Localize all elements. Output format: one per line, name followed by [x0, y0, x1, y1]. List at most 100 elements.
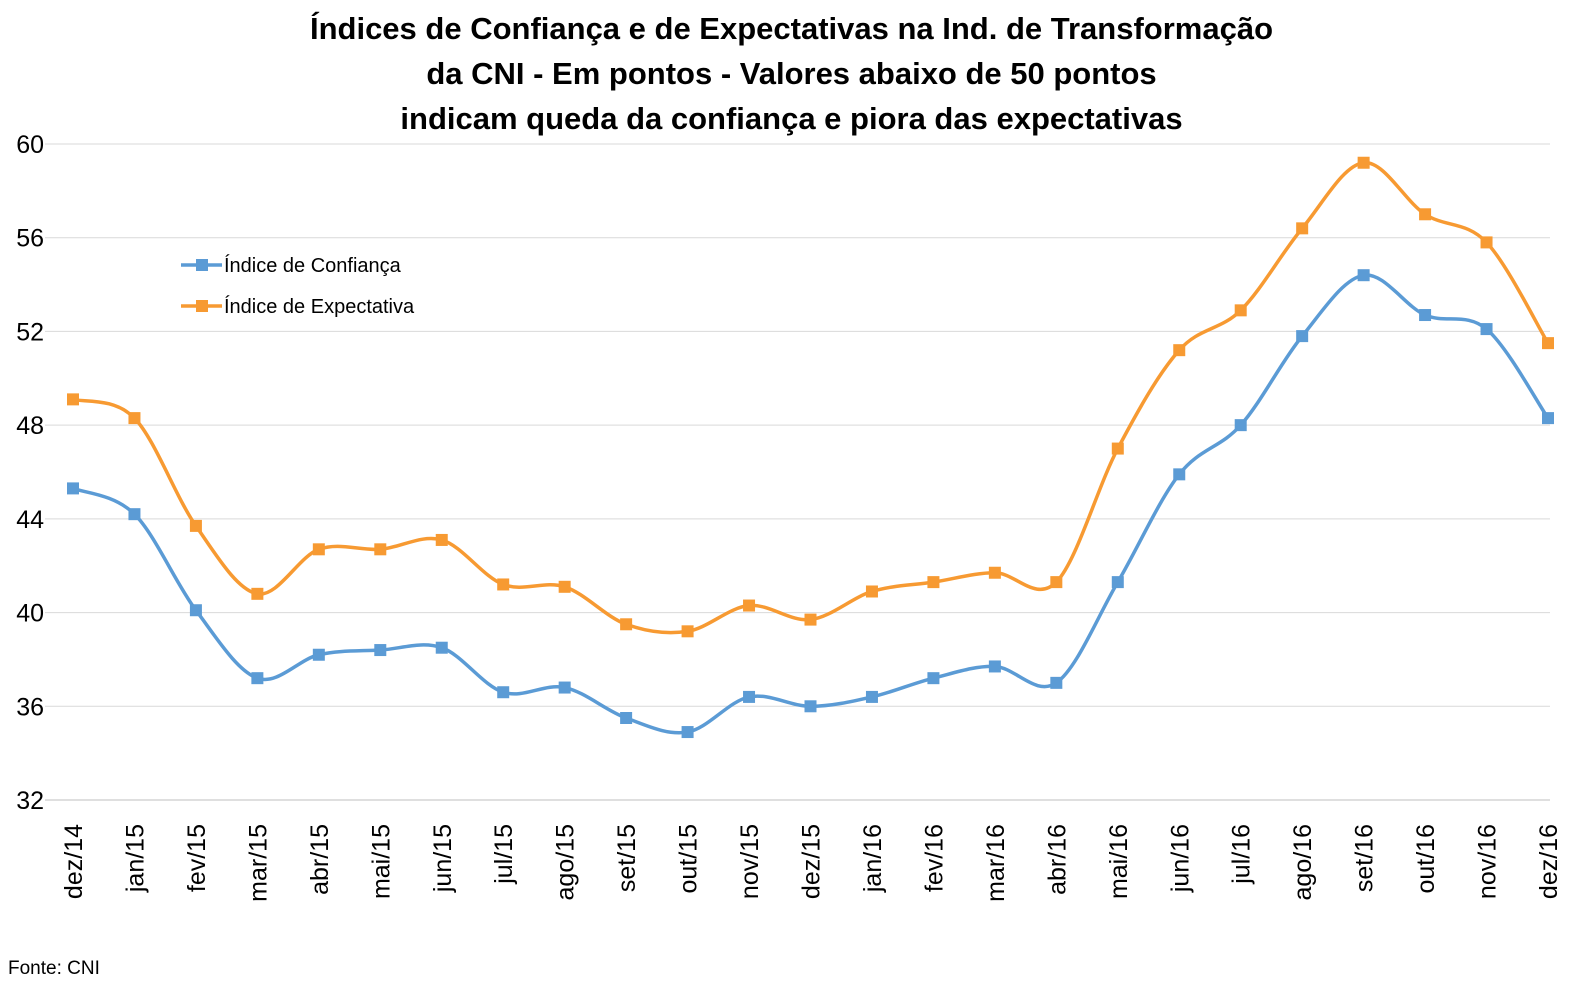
data-point-1 — [1111, 442, 1124, 455]
line-chart: 32 36 40 44 48 52 56 60 dez/14 jan/15 fev/15 mar/1… — [16, 131, 1563, 902]
x-tick-label: jan/15 — [121, 824, 149, 893]
series-lines — [72, 160, 1550, 735]
data-point-1 — [1480, 236, 1493, 249]
data-point-1 — [312, 543, 325, 556]
data-point-0 — [1050, 676, 1063, 689]
data-point-1 — [435, 533, 448, 546]
data-point-0 — [1234, 419, 1247, 432]
x-tick-label: set/15 — [613, 824, 641, 892]
x-tick-label: fev/16 — [920, 824, 948, 892]
x-tick-label: dez/15 — [798, 824, 826, 899]
data-point-0 — [374, 644, 387, 657]
data-point-0 — [189, 604, 202, 617]
x-tick-label: mar/15 — [244, 824, 272, 902]
data-point-1 — [988, 566, 1001, 579]
data-point-1 — [374, 543, 387, 556]
series-line-0 — [72, 273, 1550, 735]
data-point-0 — [1542, 412, 1554, 425]
data-point-0 — [497, 686, 510, 699]
x-tick-label: mai/16 — [1105, 824, 1133, 899]
data-point-1 — [128, 412, 141, 425]
chart-title-line-2: da CNI - Em pontos - Valores abaixo de 5… — [426, 56, 1157, 91]
series-markers — [67, 156, 1554, 739]
chart-title-line-1: Índices de Confiança e de Expectativas n… — [309, 11, 1274, 46]
x-tick-label: jul/16 — [1228, 824, 1256, 885]
data-point-1 — [927, 576, 940, 589]
x-tick-label: set/16 — [1351, 824, 1379, 892]
legend-label-1: Índice de Expectativa — [224, 295, 415, 318]
x-tick-label: dez/16 — [1535, 824, 1563, 899]
data-point-1 — [497, 578, 510, 591]
data-point-1 — [1173, 344, 1186, 357]
y-tick-label: 36 — [16, 693, 44, 721]
y-tick-label: 52 — [16, 318, 44, 346]
x-tick-label: nov/16 — [1474, 824, 1502, 899]
data-point-0 — [312, 648, 325, 661]
data-point-0 — [1173, 468, 1186, 481]
y-tick-label: 44 — [16, 506, 44, 534]
data-point-0 — [681, 726, 694, 739]
data-point-0 — [1419, 309, 1432, 322]
x-tick-label: dez/14 — [60, 824, 88, 899]
data-point-1 — [1357, 156, 1370, 169]
x-tick-label: jun/16 — [1166, 824, 1194, 893]
series-line-1 — [72, 160, 1550, 635]
y-tick-label: 32 — [16, 787, 44, 815]
x-tick-label: ago/16 — [1289, 824, 1317, 900]
data-point-1 — [1234, 304, 1247, 317]
data-point-0 — [743, 690, 756, 703]
x-tick-label: jun/15 — [429, 824, 457, 893]
data-point-0 — [988, 660, 1001, 673]
data-point-1 — [1542, 337, 1554, 350]
x-tick-label: abr/15 — [306, 824, 334, 895]
data-point-0 — [128, 508, 141, 521]
x-tick-label: abr/16 — [1043, 824, 1071, 895]
x-tick-label: mai/15 — [367, 824, 395, 899]
data-point-0 — [1111, 576, 1124, 589]
legend-marker-0 — [196, 259, 208, 271]
chart-title-line-3: indicam queda da confiança e piora das e… — [400, 101, 1183, 136]
data-point-0 — [558, 681, 571, 694]
legend-marker-1 — [196, 300, 208, 312]
data-point-0 — [1357, 269, 1370, 282]
x-tick-label: out/16 — [1412, 824, 1440, 894]
legend: Índice de Confiança Índice de Expectativa — [181, 254, 415, 318]
y-tick-label: 48 — [16, 412, 44, 440]
legend-label-0: Índice de Confiança — [224, 254, 402, 277]
x-tick-label: fev/15 — [183, 824, 211, 892]
data-point-0 — [1480, 323, 1493, 336]
data-point-0 — [435, 641, 448, 654]
data-point-1 — [189, 519, 202, 532]
data-point-0 — [804, 700, 817, 713]
data-point-1 — [1050, 576, 1063, 589]
source-note: Fonte: CNI — [8, 958, 100, 979]
y-tick-label: 40 — [16, 600, 44, 628]
x-tick-label: out/15 — [675, 824, 703, 894]
data-point-1 — [251, 587, 264, 600]
data-point-1 — [681, 625, 694, 638]
data-point-1 — [743, 599, 756, 612]
data-point-1 — [1419, 208, 1432, 221]
data-point-0 — [1296, 330, 1309, 343]
x-tick-label: ago/15 — [552, 824, 580, 900]
y-tick-label: 56 — [16, 225, 44, 253]
x-tick-label: mar/16 — [982, 824, 1010, 902]
data-point-1 — [804, 613, 817, 626]
x-axis-tick-labels: dez/14 jan/15 fev/15 mar/15 abr/15 mai/15 jun/… — [60, 824, 1563, 902]
data-point-1 — [865, 585, 878, 598]
data-point-1 — [1296, 222, 1309, 235]
data-point-1 — [558, 580, 571, 593]
x-tick-label: nov/15 — [736, 824, 764, 899]
data-point-1 — [620, 618, 633, 631]
data-point-0 — [251, 672, 264, 685]
x-tick-label: jan/16 — [859, 824, 887, 893]
gridlines — [45, 143, 1550, 801]
chart-title: Índices de Confiança e de Expectativas n… — [0, 6, 1583, 141]
data-point-0 — [927, 672, 940, 685]
data-point-0 — [67, 482, 79, 495]
x-tick-label: jul/15 — [490, 824, 518, 885]
y-axis-tick-labels: 32 36 40 44 48 52 56 60 — [16, 131, 44, 815]
data-point-0 — [865, 690, 878, 703]
y-tick-label: 60 — [16, 131, 44, 159]
data-point-0 — [620, 712, 633, 724]
